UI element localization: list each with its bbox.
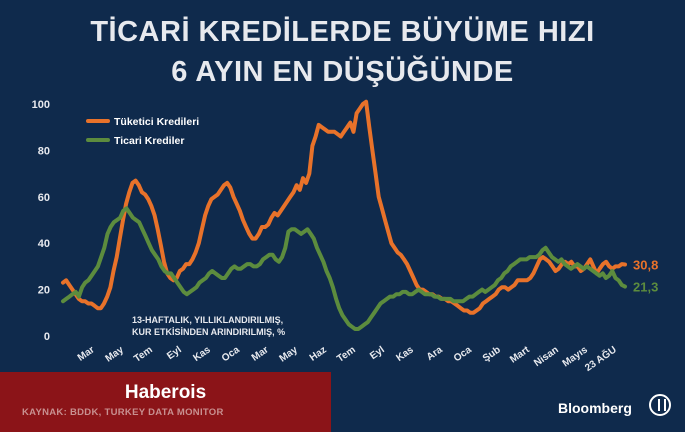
y-tick-label: 40	[38, 238, 50, 250]
x-tick-label: May	[277, 344, 300, 364]
y-tick-label: 100	[32, 99, 50, 111]
x-tick-label: Oca	[220, 344, 242, 364]
seal-icon	[649, 394, 671, 416]
chart-title-line1: TİCARİ KREDİLERDE BÜYÜME HIZI	[90, 16, 595, 48]
legend-label: Ticari Krediler	[114, 135, 184, 147]
x-tick-label: Tem	[335, 344, 358, 364]
x-tick-label: Haz	[308, 344, 329, 363]
end-value-label: 21,3	[633, 280, 658, 295]
chart-note-line1: 13-HAFTALIK, YILLIKLANDIRILMIŞ,	[132, 315, 283, 325]
bloomberg-logo: Bloomberg	[558, 400, 632, 416]
x-tick-label: Tem	[132, 344, 155, 364]
y-tick-label: 60	[38, 192, 50, 204]
chart-title-line2: 6 AYIN EN DÜŞÜĞÜNDE	[171, 56, 514, 88]
x-tick-label: Şub	[481, 344, 503, 364]
chart-legend: Tüketici Kredileri Ticari Krediler	[86, 116, 199, 147]
x-tick-label: Eyl	[165, 344, 184, 362]
y-tick-label: 20	[38, 285, 50, 297]
series-line-ticari	[61, 206, 627, 331]
end-value-labels: 30,8 21,3	[633, 258, 658, 295]
x-tick-label: Kas	[394, 344, 416, 364]
series-lines	[61, 99, 627, 331]
x-tick-label: Mar	[250, 344, 271, 363]
y-axis: 0 20 40 60 80 100	[32, 99, 50, 343]
x-tick-label: May	[103, 344, 126, 364]
source-note: KAYNAK: BDDK, TURKEY DATA MONITOR	[22, 407, 224, 418]
x-tick-label: 23 AĞU	[582, 343, 619, 374]
brand-name: Haberois	[124, 382, 207, 403]
x-tick-label: Ara	[425, 344, 445, 363]
x-tick-label: Mar	[76, 344, 97, 363]
x-tick-label: Kas	[191, 344, 213, 364]
chart-note-line2: KUR ETKİSİNDEN ARINDIRILMIŞ, %	[132, 327, 285, 337]
series-line-tuketici	[61, 99, 627, 315]
x-tick-label: Nisan	[532, 344, 561, 369]
end-value-label: 30,8	[633, 258, 658, 273]
y-tick-label: 80	[38, 145, 50, 157]
x-tick-label: Oca	[452, 344, 474, 364]
legend-label: Tüketici Kredileri	[114, 116, 199, 128]
y-tick-label: 0	[44, 331, 50, 343]
source-box	[0, 372, 331, 432]
x-tick-label: Eyl	[368, 344, 387, 362]
x-axis: Mar May Tem Eyl Kas Oca Mar May Haz Tem Eyl Kas Ara O…	[76, 343, 619, 374]
x-tick-label: Mart	[508, 344, 532, 366]
